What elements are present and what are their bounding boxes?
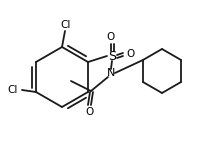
Text: N: N (107, 68, 115, 78)
Text: O: O (127, 49, 135, 59)
Text: O: O (107, 32, 115, 42)
Text: Cl: Cl (8, 85, 18, 95)
Text: Cl: Cl (61, 20, 71, 30)
Text: S: S (108, 49, 116, 62)
Text: O: O (86, 107, 94, 117)
